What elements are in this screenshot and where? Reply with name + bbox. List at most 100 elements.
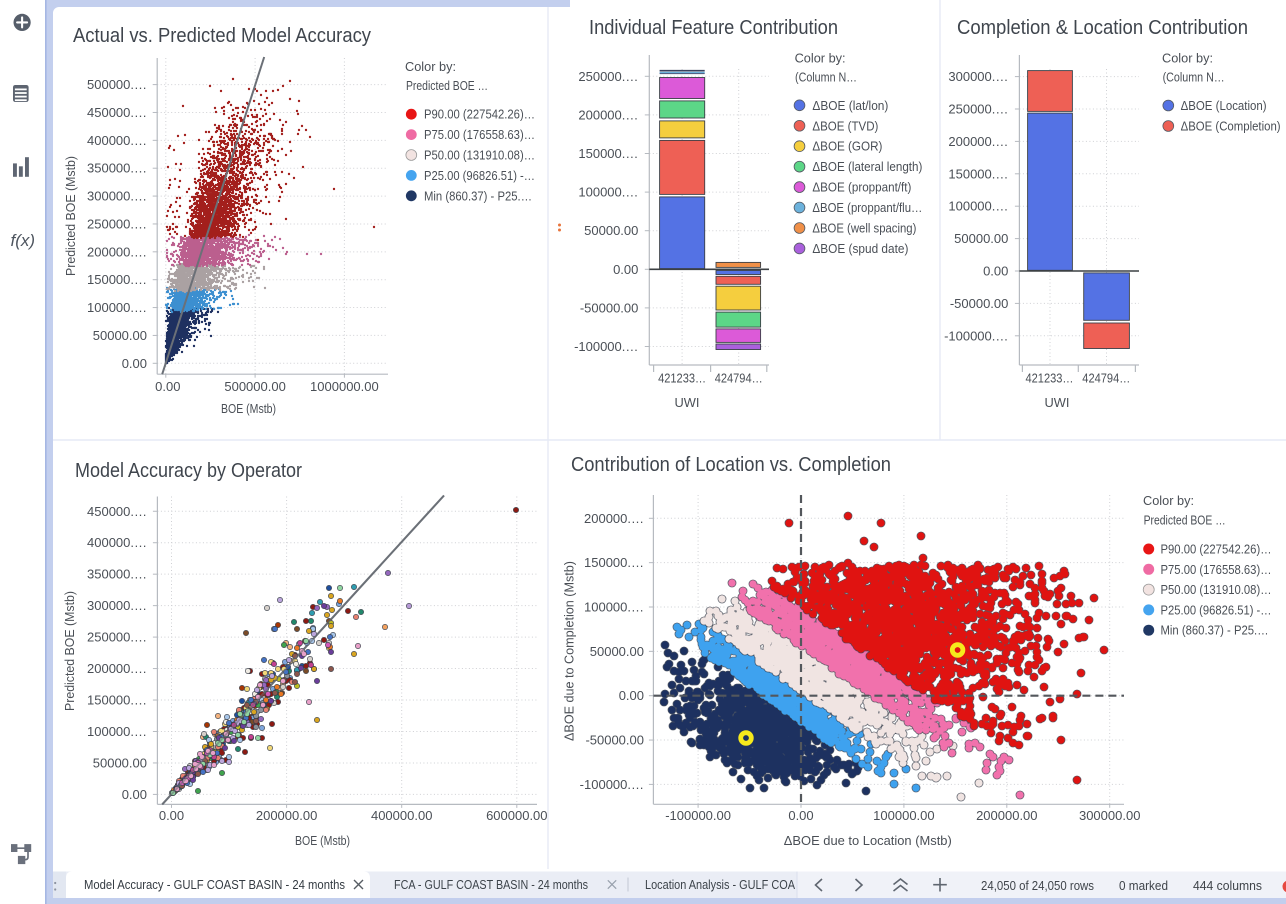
svg-text:-100000.00: -100000.00 bbox=[665, 808, 731, 823]
svg-text:350000.…: 350000.… bbox=[87, 567, 147, 582]
svg-text:150000.…: 150000.… bbox=[87, 693, 147, 708]
svg-text:UWI: UWI bbox=[675, 395, 700, 410]
svg-text:f(x): f(x) bbox=[11, 231, 36, 250]
svg-text:Actual vs. Predicted Model Acc: Actual vs. Predicted Model Accuracy bbox=[73, 25, 371, 47]
svg-text:300000.…: 300000.… bbox=[948, 69, 1008, 84]
svg-text:-50000.00: -50000.00 bbox=[580, 300, 639, 315]
svg-text:100000.00: 100000.00 bbox=[873, 808, 934, 823]
svg-text:200000.…: 200000.… bbox=[948, 134, 1008, 149]
svg-text:50000.00: 50000.00 bbox=[954, 231, 1008, 246]
svg-text:50000.00: 50000.00 bbox=[590, 644, 644, 659]
svg-text:0 marked: 0 marked bbox=[1119, 878, 1168, 893]
svg-text:0.00: 0.00 bbox=[155, 379, 180, 394]
svg-text:150000.…: 150000.… bbox=[87, 272, 147, 287]
svg-text:250000.…: 250000.… bbox=[87, 216, 147, 231]
svg-text:24,050 of 24,050 rows: 24,050 of 24,050 rows bbox=[981, 878, 1094, 893]
svg-text:-50000.00: -50000.00 bbox=[950, 296, 1009, 311]
svg-text:P90.00 (227542.26)…: P90.00 (227542.26)… bbox=[424, 107, 535, 122]
svg-text:ΔBOE (spud date): ΔBOE (spud date) bbox=[812, 241, 908, 256]
svg-text:ΔBOE due to Completion (Mstb): ΔBOE due to Completion (Mstb) bbox=[562, 561, 577, 741]
svg-text:250000.…: 250000.… bbox=[87, 630, 147, 645]
svg-text:200000.…: 200000.… bbox=[578, 107, 638, 122]
svg-text:Predicted BOE (Mstb): Predicted BOE (Mstb) bbox=[63, 156, 78, 276]
svg-text:ΔBOE (well spacing): ΔBOE (well spacing) bbox=[812, 221, 916, 236]
svg-text:0.00: 0.00 bbox=[613, 262, 638, 277]
svg-text:0.00: 0.00 bbox=[159, 808, 184, 823]
svg-text:0.00: 0.00 bbox=[619, 688, 644, 703]
svg-text:424794…: 424794… bbox=[715, 371, 763, 386]
svg-text:ΔBOE (lat/lon): ΔBOE (lat/lon) bbox=[812, 98, 888, 113]
svg-text:Color by:: Color by: bbox=[795, 52, 846, 66]
svg-text:1000000.00: 1000000.00 bbox=[310, 379, 379, 394]
svg-text:500000.00: 500000.00 bbox=[224, 379, 285, 394]
svg-text:-50000.00: -50000.00 bbox=[585, 733, 644, 748]
svg-text:ΔBOE (lateral length): ΔBOE (lateral length) bbox=[812, 159, 922, 174]
svg-text:400000.…: 400000.… bbox=[87, 133, 147, 148]
svg-text:250000.…: 250000.… bbox=[948, 102, 1008, 117]
svg-text:ΔBOE (proppant/flu…: ΔBOE (proppant/flu… bbox=[812, 200, 922, 215]
svg-text:P90.00 (227542.26)…: P90.00 (227542.26)… bbox=[1161, 542, 1272, 557]
svg-text:421233…: 421233… bbox=[1026, 371, 1074, 386]
svg-text:400000.…: 400000.… bbox=[87, 535, 147, 550]
svg-text:200000.00: 200000.00 bbox=[976, 808, 1037, 823]
svg-text:Model Accuracy by Operator: Model Accuracy by Operator bbox=[75, 460, 302, 482]
svg-text:200000.…: 200000.… bbox=[87, 244, 147, 259]
svg-text:600000.00: 600000.00 bbox=[486, 808, 547, 823]
svg-text:Predicted BOE …: Predicted BOE … bbox=[1144, 514, 1226, 528]
svg-text:P75.00 (176558.63)…: P75.00 (176558.63)… bbox=[1161, 562, 1272, 577]
svg-text:Individual Feature Contributio: Individual Feature Contribution bbox=[589, 17, 838, 39]
svg-text:300000.…: 300000.… bbox=[87, 189, 147, 204]
svg-text:424794…: 424794… bbox=[1082, 371, 1130, 386]
svg-text:100000.…: 100000.… bbox=[948, 199, 1008, 214]
svg-text:300000.…: 300000.… bbox=[87, 598, 147, 613]
svg-text:BOE (Mstb): BOE (Mstb) bbox=[295, 833, 350, 848]
svg-text:100000.…: 100000.… bbox=[578, 185, 638, 200]
svg-text:444 columns: 444 columns bbox=[1193, 878, 1262, 893]
svg-text:200000.00: 200000.00 bbox=[256, 808, 317, 823]
svg-text:-100000.…: -100000.… bbox=[574, 339, 638, 354]
svg-text:Predicted BOE …: Predicted BOE … bbox=[406, 79, 488, 93]
svg-text:UWI: UWI bbox=[1045, 395, 1070, 410]
svg-text:P25.00 (96826.51) -…: P25.00 (96826.51) -… bbox=[1161, 602, 1272, 617]
svg-text:-100000.…: -100000.… bbox=[944, 328, 1008, 343]
svg-text:450000.…: 450000.… bbox=[87, 105, 147, 120]
svg-text:ΔBOE due to Location (Mstb): ΔBOE due to Location (Mstb) bbox=[784, 833, 952, 848]
svg-text:250000.…: 250000.… bbox=[578, 69, 638, 84]
svg-text:150000.…: 150000.… bbox=[578, 146, 638, 161]
svg-text:Completion & Location Contribu: Completion & Location Contribution bbox=[957, 17, 1248, 39]
svg-text:-100000.…: -100000.… bbox=[580, 777, 644, 792]
svg-text:200000.…: 200000.… bbox=[87, 661, 147, 676]
svg-text:0.00: 0.00 bbox=[122, 356, 147, 371]
svg-text:100000.…: 100000.… bbox=[584, 600, 644, 615]
svg-text:P25.00 (96826.51) -…: P25.00 (96826.51) -… bbox=[424, 168, 535, 183]
svg-text:0.00: 0.00 bbox=[788, 808, 813, 823]
svg-text:50000.00: 50000.00 bbox=[93, 755, 147, 770]
svg-text:0.00: 0.00 bbox=[983, 264, 1008, 279]
svg-text:200000.…: 200000.… bbox=[584, 511, 644, 526]
svg-text:Color by:: Color by: bbox=[1143, 494, 1194, 508]
svg-text:ΔBOE (proppant/ft): ΔBOE (proppant/ft) bbox=[812, 180, 911, 195]
svg-text:Predicted BOE (Mstb): Predicted BOE (Mstb) bbox=[62, 591, 77, 711]
svg-text:350000.…: 350000.… bbox=[87, 161, 147, 176]
svg-text:150000.…: 150000.… bbox=[584, 555, 644, 570]
svg-text:Min (860.37) - P25.…: Min (860.37) - P25.… bbox=[424, 188, 532, 203]
svg-text:100000.…: 100000.… bbox=[87, 724, 147, 739]
svg-text:BOE (Mstb): BOE (Mstb) bbox=[221, 401, 276, 416]
svg-text:50000.00: 50000.00 bbox=[93, 328, 147, 343]
svg-text:50000.00: 50000.00 bbox=[584, 223, 638, 238]
svg-text:100000.…: 100000.… bbox=[87, 300, 147, 315]
svg-text:150000.…: 150000.… bbox=[948, 166, 1008, 181]
svg-text:Min (860.37) - P25.…: Min (860.37) - P25.… bbox=[1161, 623, 1269, 638]
svg-text:Model Accuracy - GULF COAST BA: Model Accuracy - GULF COAST BASIN - 24 m… bbox=[84, 877, 345, 892]
svg-text:ΔBOE (Location): ΔBOE (Location) bbox=[1181, 98, 1267, 113]
svg-text:Color by:: Color by: bbox=[405, 60, 456, 74]
svg-text:450000.…: 450000.… bbox=[87, 504, 147, 519]
svg-text:Location Analysis - GULF COA: Location Analysis - GULF COA bbox=[645, 877, 795, 892]
svg-text:(Column N…: (Column N… bbox=[1163, 71, 1225, 85]
svg-text:(Column N…: (Column N… bbox=[795, 71, 857, 85]
svg-text:P50.00 (131910.08)…: P50.00 (131910.08)… bbox=[424, 148, 535, 163]
svg-text:Color by:: Color by: bbox=[1162, 52, 1213, 66]
svg-text:ΔBOE (Completion): ΔBOE (Completion) bbox=[1181, 119, 1281, 134]
svg-text:ΔBOE (TVD): ΔBOE (TVD) bbox=[812, 118, 878, 133]
svg-text:300000.00: 300000.00 bbox=[1079, 808, 1140, 823]
